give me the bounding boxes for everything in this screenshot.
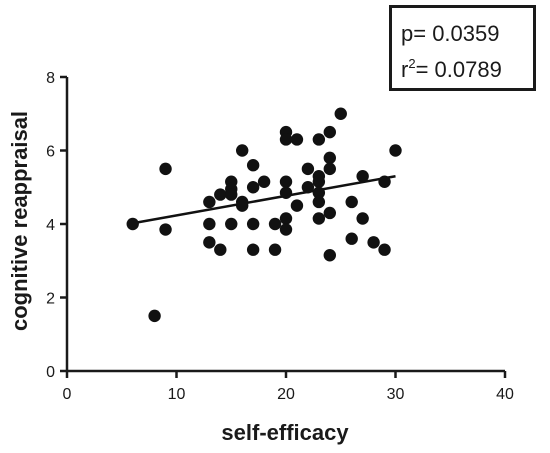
y-ticks: 0 2 4 6 8 — [46, 70, 67, 381]
data-point — [323, 249, 336, 262]
data-point — [323, 206, 336, 220]
data-points — [126, 107, 402, 323]
data-point — [323, 125, 336, 139]
x-tick-label: 40 — [496, 386, 514, 403]
x-tick-label: 10 — [168, 386, 186, 403]
data-point — [301, 162, 315, 176]
data-point — [246, 181, 260, 194]
r-squared-value: = 0.0789 — [415, 57, 502, 82]
y-tick-label: 8 — [46, 70, 55, 87]
data-point — [312, 212, 326, 225]
data-point — [268, 217, 282, 231]
data-point — [345, 195, 358, 209]
data-point — [312, 175, 326, 188]
data-point — [203, 195, 216, 209]
data-point — [268, 243, 282, 256]
data-point — [246, 217, 260, 231]
data-point — [236, 144, 249, 157]
y-tick-label: 4 — [46, 217, 55, 234]
y-axis-title: cognitive reappraisal — [7, 111, 32, 331]
data-point — [159, 223, 172, 236]
r-squared-text: r2= 0.0789 — [401, 52, 533, 88]
data-point — [279, 175, 293, 188]
x-ticks: 0 10 20 30 40 — [63, 371, 514, 403]
data-point — [345, 232, 358, 245]
regression-line — [132, 174, 396, 225]
data-point — [312, 186, 326, 199]
data-point — [312, 195, 326, 209]
data-point — [246, 243, 260, 256]
y-tick-label: 2 — [46, 291, 55, 308]
p-value-text: p= 0.0359 — [401, 21, 500, 46]
data-point — [214, 188, 227, 201]
y-tick-label: 6 — [46, 144, 55, 161]
data-point — [290, 199, 304, 212]
data-point — [312, 133, 326, 146]
y-tick-label: 0 — [46, 364, 55, 381]
data-point — [378, 175, 391, 188]
x-axis-title: self-efficacy — [221, 420, 349, 445]
x-tick-label: 20 — [277, 386, 295, 403]
data-point — [389, 144, 402, 157]
data-point — [159, 162, 172, 176]
data-point — [214, 243, 227, 256]
data-point — [367, 236, 380, 249]
x-tick-label: 0 — [63, 386, 72, 403]
data-point — [378, 243, 391, 256]
data-point — [257, 175, 271, 188]
r-squared-symbol: r — [401, 57, 409, 82]
data-point — [356, 170, 369, 183]
data-point — [236, 199, 249, 212]
data-point — [356, 212, 369, 225]
stats-box: p= 0.0359 r2= 0.0789 — [389, 5, 536, 91]
data-point — [148, 309, 161, 323]
data-point — [203, 236, 216, 249]
x-tick-label: 30 — [387, 386, 405, 403]
data-point — [334, 107, 347, 120]
data-point — [126, 217, 139, 231]
data-point — [225, 217, 238, 231]
data-point — [301, 181, 315, 194]
data-point — [279, 186, 293, 199]
data-point — [323, 162, 336, 176]
data-point — [290, 133, 304, 146]
data-point — [279, 133, 293, 146]
data-point — [203, 217, 216, 231]
data-point — [279, 223, 293, 236]
data-point — [246, 159, 260, 172]
r-squared-exponent: 2 — [408, 56, 416, 71]
data-point — [323, 151, 336, 165]
data-point — [225, 188, 238, 201]
data-point — [279, 212, 293, 225]
